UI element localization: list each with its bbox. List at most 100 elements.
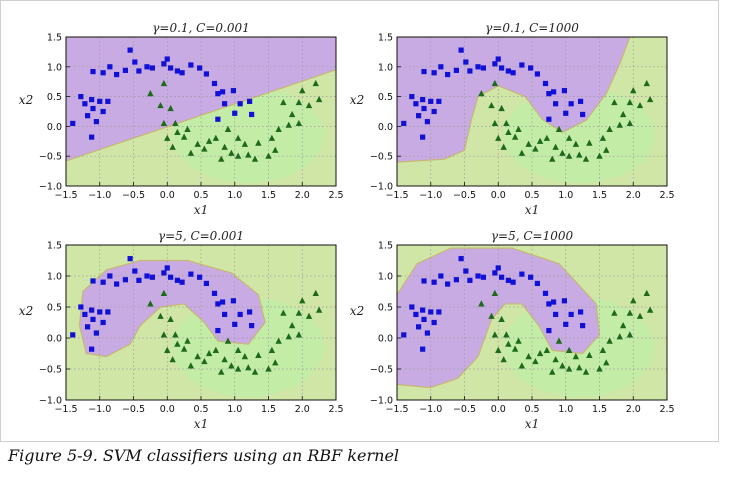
plot-area <box>66 37 336 186</box>
square-point <box>230 298 236 304</box>
triangle-point <box>169 143 176 150</box>
square-point <box>413 311 419 318</box>
triangle-point <box>643 289 650 296</box>
triangle-point <box>164 134 171 141</box>
x-tick-label: 0.5 <box>524 404 539 415</box>
triangle-point <box>184 125 191 132</box>
square-point <box>127 47 133 53</box>
triangle-point <box>194 353 201 360</box>
y-tick-label: 0.0 <box>378 334 393 345</box>
square-point <box>237 311 243 318</box>
triangle-point <box>280 98 287 106</box>
x-tick-label: 0.5 <box>193 404 208 415</box>
square-point <box>222 101 228 107</box>
square-point <box>475 273 481 279</box>
square-point <box>420 134 426 140</box>
square-point <box>211 80 218 87</box>
triangle-point <box>559 362 566 369</box>
square-point <box>100 108 106 115</box>
y-tick-label: 0.0 <box>378 122 393 133</box>
triangle-point <box>169 356 176 363</box>
square-point <box>428 98 434 104</box>
x-tick-label: 0.5 <box>524 190 539 201</box>
x-tick-label: 1.5 <box>592 190 607 201</box>
triangle-point <box>160 119 168 127</box>
square-point <box>420 346 426 352</box>
triangle-point <box>536 137 544 144</box>
triangle-point <box>505 128 512 135</box>
square-point <box>70 120 76 127</box>
x-axis-label: x1 <box>194 203 208 217</box>
triangle-point <box>606 337 613 344</box>
square-point <box>546 301 552 307</box>
square-point <box>553 101 559 107</box>
x-tick-label: 1.0 <box>227 190 242 201</box>
triangle-point <box>212 346 220 353</box>
triangle-point <box>245 364 252 371</box>
triangle-point <box>478 90 485 97</box>
triangle-point <box>299 87 306 94</box>
x-axis-label: x1 <box>525 203 539 217</box>
triangle-point <box>596 152 603 159</box>
triangle-point <box>174 128 181 135</box>
square-point <box>107 273 113 279</box>
square-point <box>542 290 549 296</box>
square-point <box>480 65 486 71</box>
square-point <box>78 304 84 310</box>
triangle-point <box>265 152 272 159</box>
square-point <box>495 56 501 62</box>
square-point <box>561 298 567 304</box>
triangle-point <box>503 331 510 338</box>
triangle-point <box>315 306 323 313</box>
square-point <box>401 120 407 127</box>
square-point <box>424 330 430 336</box>
triangle-point <box>495 134 502 141</box>
triangle-point <box>565 346 573 353</box>
triangle-point <box>626 331 634 338</box>
square-point <box>578 309 584 315</box>
triangle-point <box>599 346 607 353</box>
triangle-point <box>552 356 559 363</box>
x-tick-label: 2.0 <box>626 190 641 201</box>
square-point <box>188 62 194 68</box>
square-point <box>420 307 426 313</box>
square-point <box>546 91 552 97</box>
square-point <box>174 277 180 283</box>
square-point <box>127 256 133 262</box>
square-point <box>211 290 218 296</box>
square-point <box>542 80 549 87</box>
triangle-point <box>245 151 252 158</box>
x-tick-label: −1.5 <box>54 190 77 201</box>
y-tick-label: −1.0 <box>39 396 62 407</box>
triangle-point <box>503 119 510 127</box>
square-point <box>161 61 167 67</box>
triangle-point <box>172 331 179 338</box>
triangle-point <box>536 349 544 357</box>
triangle-point <box>572 353 580 360</box>
triangle-point <box>532 145 539 152</box>
y-tick-label: 1.5 <box>378 241 393 252</box>
square-point <box>420 96 426 103</box>
triangle-point <box>603 146 610 153</box>
triangle-point <box>505 340 512 347</box>
y-axis-label: x2 <box>350 304 364 318</box>
square-point <box>492 270 498 276</box>
y-tick-label: 0.5 <box>378 92 393 103</box>
triangle-point <box>228 149 235 156</box>
plot-area <box>66 245 336 400</box>
triangle-point <box>616 333 623 340</box>
square-point <box>445 281 451 287</box>
square-point <box>114 71 120 78</box>
square-point <box>409 94 415 100</box>
square-point <box>122 67 128 73</box>
square-point <box>179 70 185 76</box>
triangle-point <box>241 353 249 360</box>
triangle-point <box>498 104 505 112</box>
triangle-point <box>160 331 168 338</box>
square-point <box>164 265 170 271</box>
triangle-point <box>565 152 573 159</box>
triangle-point <box>255 139 262 146</box>
square-point <box>89 96 95 103</box>
square-point <box>215 301 221 307</box>
